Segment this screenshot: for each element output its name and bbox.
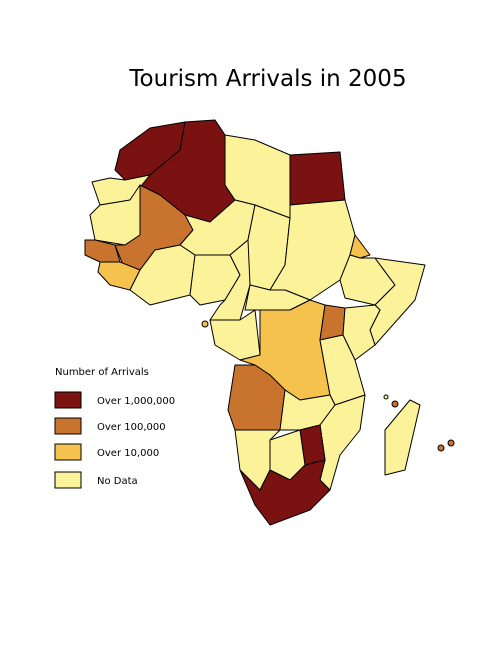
island xyxy=(437,444,445,452)
legend-label: No Data xyxy=(97,476,138,487)
legend-swatch xyxy=(54,471,82,489)
island xyxy=(391,400,399,408)
africa-map xyxy=(84,119,455,526)
island xyxy=(201,320,209,328)
legend-label: Over 1,000,000 xyxy=(97,396,175,407)
legend: Over 1,000,000 Over 100,000 Over 10,000 No … xyxy=(54,391,175,489)
legend-label: Over 100,000 xyxy=(97,422,166,433)
title: Tourism Arrivals in 2005 xyxy=(128,66,406,92)
country xyxy=(384,399,421,476)
country xyxy=(129,244,196,306)
country xyxy=(239,459,331,526)
island xyxy=(447,439,455,447)
country xyxy=(289,151,346,206)
legend-swatch xyxy=(54,391,82,409)
country xyxy=(319,304,346,341)
legend-label: Over 10,000 xyxy=(97,448,159,459)
legend-swatch xyxy=(54,443,82,461)
legend-swatch xyxy=(54,417,82,435)
legend-title: Number of Arrivals xyxy=(55,367,149,378)
island xyxy=(383,394,389,400)
